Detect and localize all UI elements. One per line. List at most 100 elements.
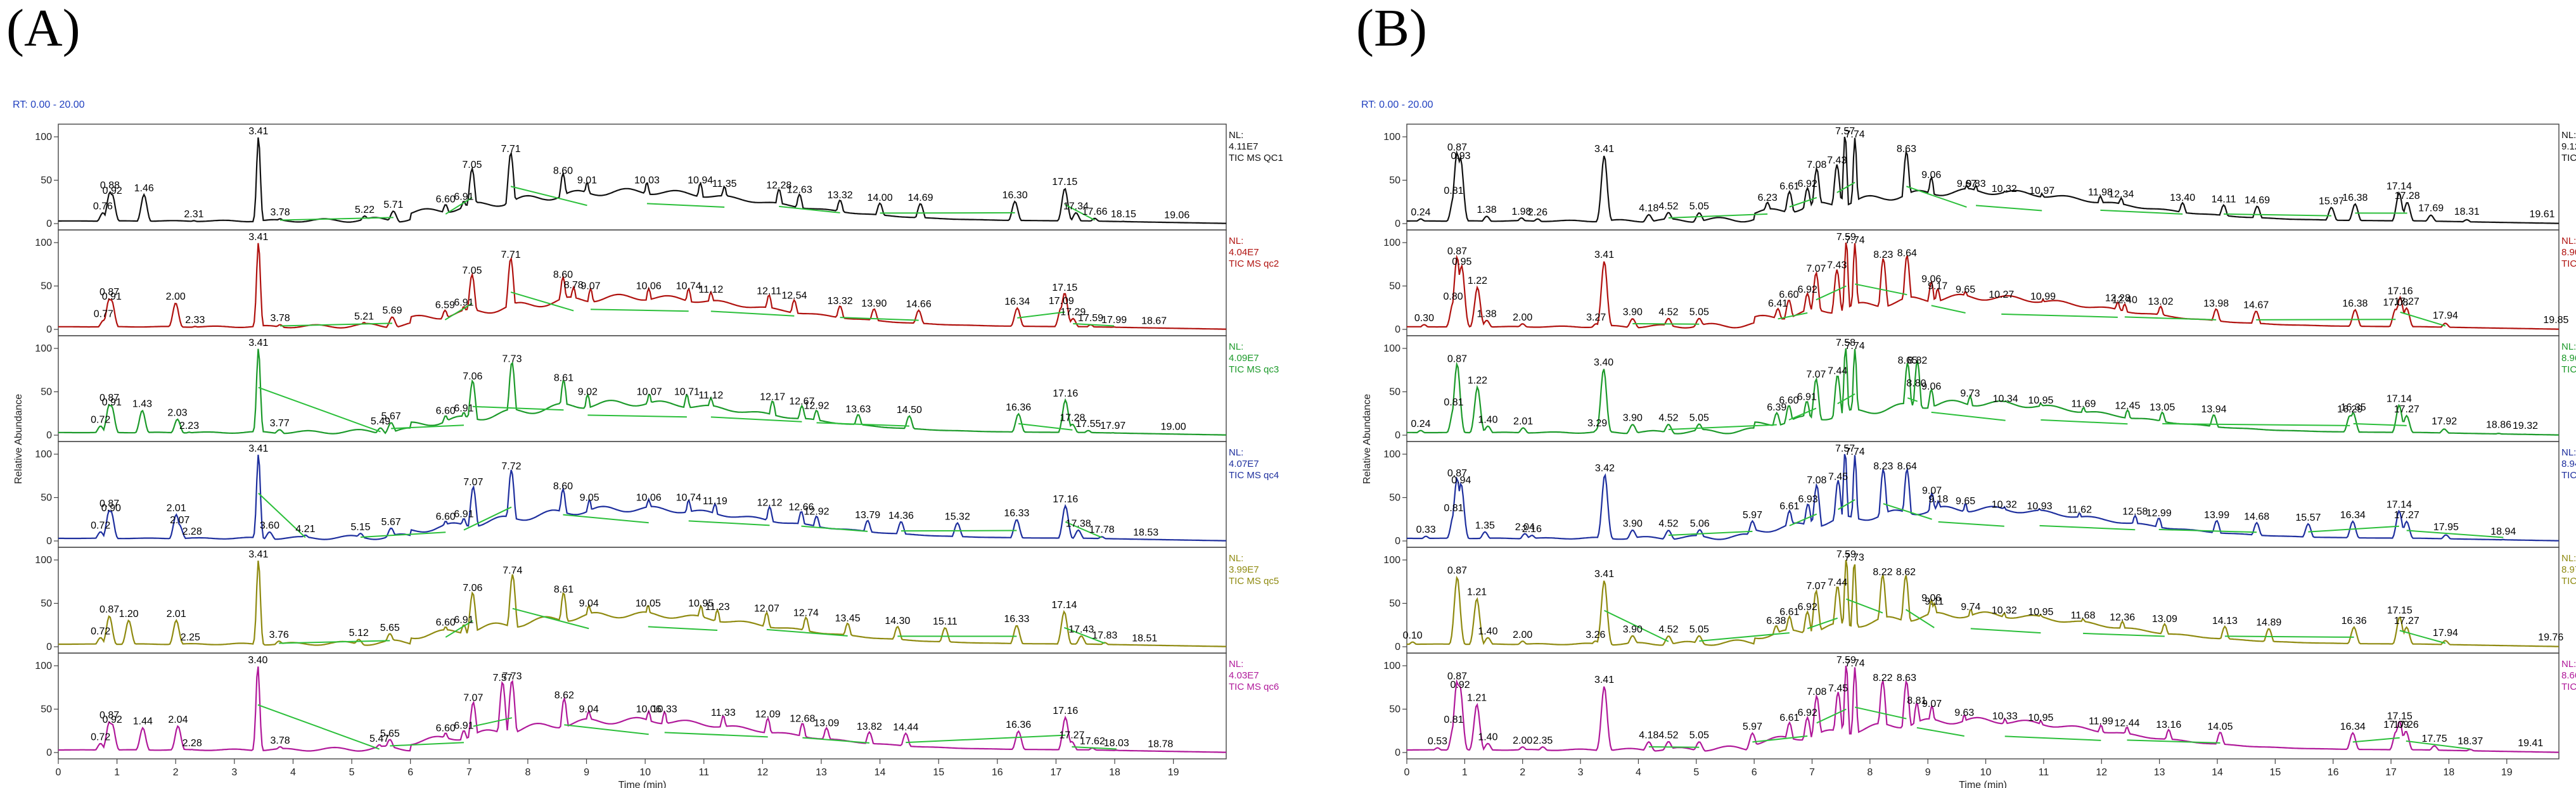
nl-label: NL: bbox=[1229, 236, 1243, 246]
peak-label: 8.62 bbox=[1896, 567, 1916, 578]
peak-label: 0.72 bbox=[91, 732, 110, 742]
peak-label: 1.44 bbox=[133, 716, 153, 727]
peak-label: 14.13 bbox=[2212, 616, 2238, 626]
nl-label: NL: bbox=[2561, 130, 2576, 141]
y-tick-label: 50 bbox=[41, 704, 52, 715]
peak-label: 10.06 bbox=[636, 704, 662, 715]
peak-label: 8.61 bbox=[554, 585, 574, 595]
trace-line bbox=[58, 454, 1227, 542]
integration-baseline bbox=[2256, 319, 2396, 321]
peak-label: 3.40 bbox=[1594, 357, 1613, 368]
nl-label: NL: bbox=[1229, 553, 1243, 564]
nl-value: 4.03E7 bbox=[1229, 670, 1259, 681]
peak-label: 0.87 bbox=[1447, 353, 1467, 364]
peak-label: 10.93 bbox=[2027, 501, 2053, 512]
integration-baseline bbox=[444, 303, 473, 321]
x-tick-label: 14 bbox=[875, 767, 886, 778]
peak-label: 4.52 bbox=[1658, 519, 1678, 530]
peak-label: 0.91 bbox=[102, 291, 122, 302]
peak-label: 17.83 bbox=[1092, 630, 1117, 641]
peak-label: 14.50 bbox=[897, 405, 922, 416]
peak-label: 10.33 bbox=[652, 704, 677, 715]
peak-label: 14.69 bbox=[907, 193, 933, 203]
peak-label: 17.15 bbox=[2387, 711, 2413, 721]
peak-label: 12.67 bbox=[789, 397, 814, 407]
peak-label: 7.59 bbox=[1836, 655, 1856, 666]
peak-label: 0.81 bbox=[1444, 715, 1463, 725]
nl-label: NL: bbox=[1229, 447, 1243, 458]
peak-label: 0.10 bbox=[1403, 630, 1423, 641]
peak-label: 10.74 bbox=[676, 281, 702, 291]
y-axis-title: Relative Abundance bbox=[1362, 394, 1373, 484]
peak-label: 7.06 bbox=[463, 371, 482, 382]
integration-baseline bbox=[1604, 609, 1669, 642]
peak-label: 12.45 bbox=[2115, 400, 2140, 411]
peak-label: 2.03 bbox=[167, 407, 187, 418]
nl-value: 8.66E6 bbox=[2561, 670, 2576, 681]
integration-baseline bbox=[1789, 196, 1817, 208]
integration-baseline bbox=[1975, 205, 2042, 212]
peak-label: 17.09 bbox=[1049, 296, 1074, 307]
peak-label: 0.72 bbox=[91, 520, 110, 531]
peak-label: 1.22 bbox=[1468, 376, 1487, 386]
peak-label: 1.46 bbox=[134, 183, 154, 194]
peak-label: 8.63 bbox=[1897, 673, 1916, 683]
y-tick-label: 100 bbox=[35, 661, 52, 671]
y-tick-label: 50 bbox=[41, 599, 52, 609]
integration-baseline bbox=[1846, 598, 1883, 614]
peak-label: 0.88 bbox=[100, 181, 120, 191]
peak-label: 11.69 bbox=[2072, 399, 2096, 410]
x-axis-title: Time (min) bbox=[618, 780, 667, 788]
x-tick-label: 10 bbox=[639, 767, 651, 778]
integration-baseline bbox=[2039, 524, 2136, 531]
peak-label: 0.87 bbox=[99, 604, 119, 615]
peak-label: 5.06 bbox=[1690, 519, 1710, 530]
y-tick-label: 50 bbox=[1389, 175, 1400, 186]
integration-baseline bbox=[648, 626, 718, 631]
integration-baseline bbox=[279, 640, 390, 644]
peak-label: 8.23 bbox=[1873, 461, 1893, 472]
peak-label: 7.74 bbox=[503, 565, 522, 576]
y-tick-label: 0 bbox=[46, 747, 52, 758]
peak-label: 17.08 bbox=[2383, 297, 2408, 308]
peak-label: 0.87 bbox=[1447, 142, 1467, 153]
peak-label: 7.08 bbox=[1807, 687, 1826, 697]
peak-label: 0.76 bbox=[93, 201, 113, 212]
peak-label: 7.74 bbox=[1845, 235, 1865, 246]
peak-label: 5.65 bbox=[380, 728, 400, 739]
peak-label: 2.28 bbox=[183, 738, 202, 749]
nl-value: 8.97E6 bbox=[2561, 564, 2576, 575]
peak-label: 1.40 bbox=[1478, 626, 1497, 637]
peak-label: 5.71 bbox=[383, 200, 403, 210]
nl-value: 4.09E7 bbox=[1229, 353, 1259, 364]
y-tick-label: 100 bbox=[35, 449, 52, 460]
tic-label: TIC MS qc5 bbox=[1229, 576, 1279, 587]
x-tick-label: 16 bbox=[992, 767, 1003, 778]
peak-label: 13.94 bbox=[2201, 404, 2226, 415]
peak-label: 19.00 bbox=[1161, 421, 1186, 432]
peak-label: 3.41 bbox=[248, 338, 268, 348]
peak-label: 10.06 bbox=[636, 281, 662, 291]
peak-label: 7.44 bbox=[1828, 366, 1847, 377]
x-tick-label: 7 bbox=[466, 767, 472, 778]
peak-label: 6.60 bbox=[436, 723, 456, 734]
peak-label: 17.62 bbox=[1080, 736, 1105, 747]
peak-label: 2.31 bbox=[184, 209, 203, 220]
peak-label: 0.93 bbox=[1451, 151, 1470, 162]
peak-label: 0.24 bbox=[1411, 419, 1430, 429]
peak-label: 12.92 bbox=[804, 506, 830, 517]
peak-label: 8.63 bbox=[1897, 144, 1916, 155]
integration-baseline bbox=[587, 414, 687, 418]
peak-label: 7.74 bbox=[1845, 658, 1865, 669]
integration-baseline bbox=[2100, 209, 2183, 215]
peak-label: 6.91 bbox=[454, 509, 473, 519]
integration-baseline bbox=[1816, 285, 1847, 301]
y-tick-label: 100 bbox=[1383, 661, 1400, 671]
x-tick-label: 0 bbox=[1404, 767, 1410, 778]
integration-baseline bbox=[906, 734, 1066, 744]
peak-label: 3.76 bbox=[269, 630, 289, 640]
peak-label: 0.33 bbox=[1416, 524, 1436, 535]
peak-label: 7.74 bbox=[1845, 129, 1865, 140]
nl-value: 3.99E7 bbox=[1229, 564, 1259, 575]
